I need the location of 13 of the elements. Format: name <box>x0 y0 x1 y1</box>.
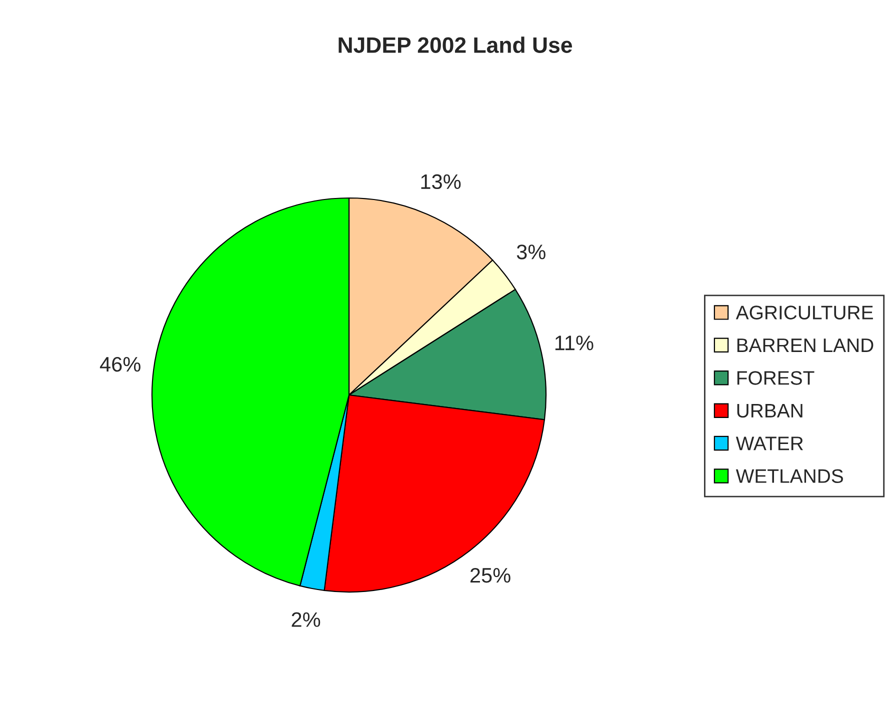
data-label: 25% <box>470 568 510 583</box>
data-label: 3% <box>516 244 546 260</box>
data-label: 2% <box>292 612 320 627</box>
data-label: 11% <box>555 336 594 350</box>
legend-label: BARREN LAND <box>737 338 874 352</box>
legend-label: URBAN <box>737 404 802 418</box>
data-label: 46% <box>100 356 140 372</box>
legend-label: WATER <box>736 436 803 450</box>
data-label: 13% <box>421 174 461 190</box>
legend-label: FOREST <box>737 371 814 385</box>
legend-label: AGRICULTURE <box>736 306 873 320</box>
legend-label: WETLANDS <box>736 469 843 483</box>
chart-title: NJDEP 2002 Land Use <box>338 36 572 53</box>
